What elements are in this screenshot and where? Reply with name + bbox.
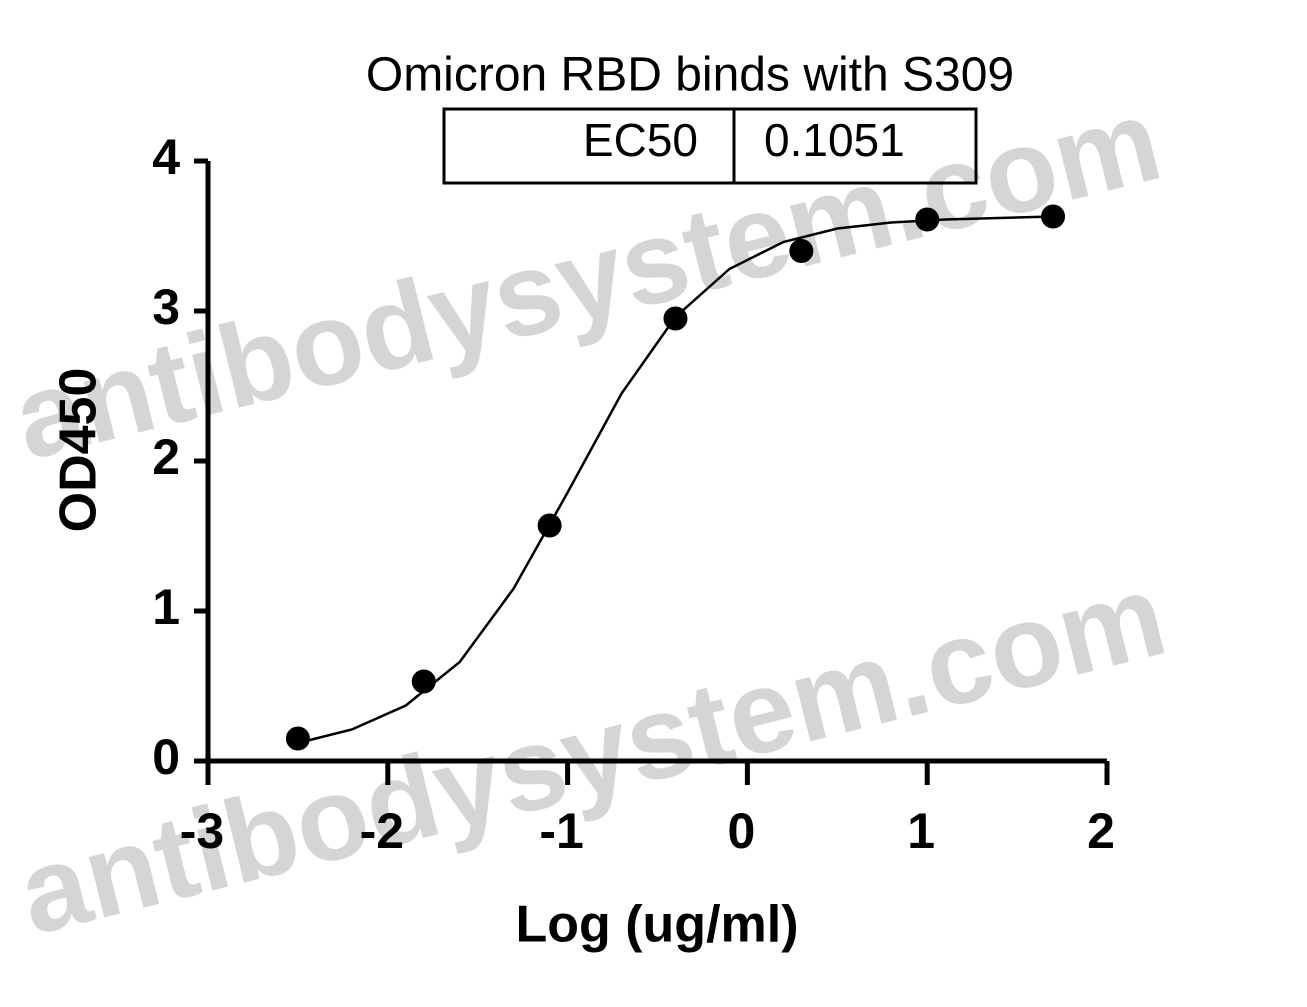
data-point: [411, 669, 436, 694]
x-tick-label: 2: [1087, 803, 1115, 859]
data-point: [789, 239, 814, 263]
x-tick-label: 0: [727, 803, 755, 859]
x-tick-label: -2: [360, 803, 404, 859]
data-point: [915, 207, 940, 232]
x-tick-label: -1: [539, 803, 583, 859]
y-tick-label: 1: [152, 579, 180, 635]
chart-title: Omicron RBD binds with S309: [366, 49, 1014, 102]
data-point: [1041, 204, 1066, 229]
y-tick-label: 2: [152, 429, 180, 485]
ec50-label: EC50: [583, 114, 698, 166]
x-tick-label: 1: [907, 803, 935, 859]
ec50-value: 0.1051: [764, 114, 905, 166]
ec50-box: [442, 107, 978, 185]
x-tick-label: -3: [180, 803, 224, 859]
data-point: [663, 306, 688, 331]
y-tick-label: 0: [152, 729, 180, 785]
y-axis-label: OD450: [50, 368, 108, 533]
x-axis-label: Log (ug/ml): [515, 896, 798, 954]
y-tick-label: 4: [152, 129, 180, 185]
y-tick-label: 3: [152, 279, 180, 335]
data-point: [537, 513, 562, 538]
data-point: [285, 726, 310, 751]
